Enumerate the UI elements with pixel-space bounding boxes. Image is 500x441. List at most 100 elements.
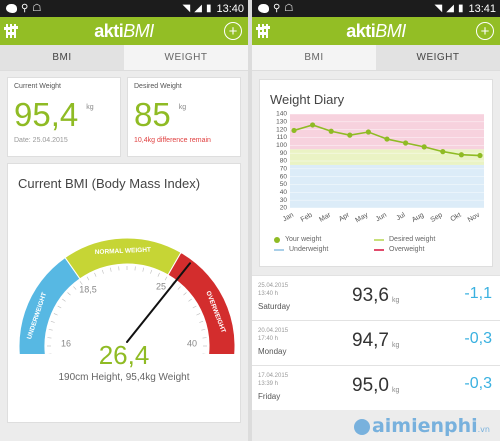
entry-day: Monday [258, 347, 287, 356]
gauge-tick [196, 313, 201, 316]
usb-icon: ⚲ [273, 2, 281, 14]
list-item[interactable]: 17.04.2015 13:39 h Friday 95,0 kg -0,3 [252, 365, 500, 410]
chart-band-overweight [290, 114, 484, 150]
chart-band-underweight [290, 164, 484, 208]
app-bar: aktiBMI + [252, 17, 500, 45]
entry-time: 13:39 h [258, 381, 279, 387]
entry-day: Saturday [258, 302, 291, 311]
gauge-tick [183, 292, 187, 296]
data-point[interactable] [440, 149, 446, 155]
data-point[interactable] [403, 140, 409, 146]
data-point[interactable] [365, 129, 371, 135]
data-point[interactable] [458, 152, 464, 158]
y-tick-label: 80 [280, 158, 288, 165]
x-tick-label: Jan [282, 212, 295, 224]
weight-screen: ⚲ ☖ ◥ ◢ ▮ 13:41 aktiBMI + BMI WEIGHT Wei… [252, 0, 500, 441]
gauge-zone-normal-weight [64, 237, 182, 280]
entry-time: 17:40 h [258, 336, 279, 342]
y-tick-label: 60 [280, 173, 288, 180]
tab-weight[interactable]: WEIGHT [376, 45, 500, 70]
chart-band-desired-weight [290, 149, 484, 165]
data-point[interactable] [477, 152, 483, 159]
tab-bar: BMI WEIGHT [252, 45, 500, 71]
x-tick-label: Jun [375, 212, 388, 224]
entry-weight: 94,7 [352, 330, 389, 351]
data-point[interactable] [310, 122, 316, 128]
twitter-icon [258, 4, 269, 13]
legend-desired-weight: Desired weight [374, 236, 474, 243]
add-entry-icon[interactable]: + [224, 22, 242, 40]
entry-unit: kg [392, 387, 400, 394]
gauge-tick [150, 269, 153, 274]
entry-date: 20.04.2015 [258, 328, 289, 334]
legend-your-weight: Your weight [274, 236, 374, 243]
app-logo: aktiBMI [94, 20, 154, 41]
x-tick-label: Aug [411, 212, 425, 224]
tab-weight[interactable]: WEIGHT [124, 45, 248, 70]
list-item[interactable]: 20.04.2015 17:40 h Monday 94,7 kg -0,3 [252, 320, 500, 365]
data-point[interactable] [291, 127, 297, 134]
add-entry-icon[interactable]: + [476, 22, 494, 40]
entry-weight: 95,0 [352, 375, 389, 396]
watermark-logo-icon [353, 418, 370, 435]
entry-difference: -0,3 [464, 330, 492, 347]
battery-icon: ▮ [205, 2, 212, 14]
gauge-tick [110, 267, 112, 272]
bmi-card: Current BMI (Body Mass Index) UNDERWEIGH… [7, 163, 241, 423]
gauge-tick [188, 298, 192, 302]
x-tick-label: Okt [449, 212, 462, 224]
current-weight-date: Date: 25.04.2015 [14, 137, 68, 144]
data-point[interactable] [347, 132, 353, 138]
settings-sliders-icon[interactable] [4, 23, 18, 39]
app-bar: aktiBMI + [0, 17, 248, 45]
y-tick-label: 120 [276, 126, 287, 133]
weight-entries-list: 25.04.2015 13:40 h Saturday 93,6 kg -1,1 … [252, 275, 500, 410]
data-point[interactable] [328, 128, 334, 134]
gauge-tick [53, 313, 58, 316]
chart-legend: Your weight Desired weight Underweight O… [274, 236, 474, 253]
wifi-icon: ◥ [182, 2, 191, 14]
weight-diary-card: Weight Diary 20 30 40 50 60 70 80 90 100 110 120 13… [259, 79, 493, 267]
android-icon: ☖ [32, 2, 42, 14]
y-tick-label: 140 [276, 111, 287, 118]
current-weight-value: 95,4 [14, 96, 79, 133]
gauge-zone-overweight [167, 251, 236, 354]
settings-sliders-icon[interactable] [256, 23, 270, 39]
list-item[interactable]: 25.04.2015 13:40 h Saturday 93,6 kg -1,1 [252, 275, 500, 320]
signal-icon: ◢ [194, 2, 202, 14]
status-time: 13:41 [468, 2, 496, 15]
y-tick-label: 70 [280, 166, 288, 173]
gauge-needle [126, 262, 191, 343]
desired-weight-label: Desired Weight [134, 83, 182, 90]
gauge-tick-label: 40 [187, 338, 197, 348]
legend-line-icon [374, 238, 384, 241]
entry-day: Friday [258, 392, 281, 401]
gauge-tick [79, 281, 83, 285]
signal-icon: ◢ [446, 2, 454, 14]
tab-bmi[interactable]: BMI [0, 45, 124, 70]
legend-line-icon [274, 248, 284, 251]
entry-unit: kg [392, 297, 400, 304]
gauge-tick [177, 286, 181, 290]
y-tick-label: 50 [280, 181, 288, 188]
data-point[interactable] [384, 136, 390, 142]
gauge-tick [157, 272, 160, 277]
tab-bmi[interactable]: BMI [252, 45, 376, 70]
entry-date: 17.04.2015 [258, 373, 289, 379]
gauge-tick [201, 329, 206, 331]
desired-weight-unit: kg [178, 104, 187, 111]
current-weight-card[interactable]: Current Weight 95,4 kg Date: 25.04.2015 [7, 77, 121, 157]
battery-icon: ▮ [457, 2, 464, 14]
legend-overweight: Overweight [374, 246, 474, 253]
weight-diary-title: Weight Diary [270, 92, 345, 107]
desired-weight-card[interactable]: Desired Weight 85 kg 10,4kg difference re… [127, 77, 241, 157]
gauge-zone-label: NORMAL WEIGHT [95, 247, 151, 256]
app-logo: aktiBMI [346, 20, 406, 41]
current-weight-unit: kg [86, 104, 94, 111]
data-point[interactable] [421, 144, 427, 150]
current-weight-label: Current Weight [14, 83, 61, 90]
gauge-tick [94, 272, 97, 277]
status-bar: ⚲ ☖ ◥ ◢ ▮ 13:41 [252, 0, 500, 17]
